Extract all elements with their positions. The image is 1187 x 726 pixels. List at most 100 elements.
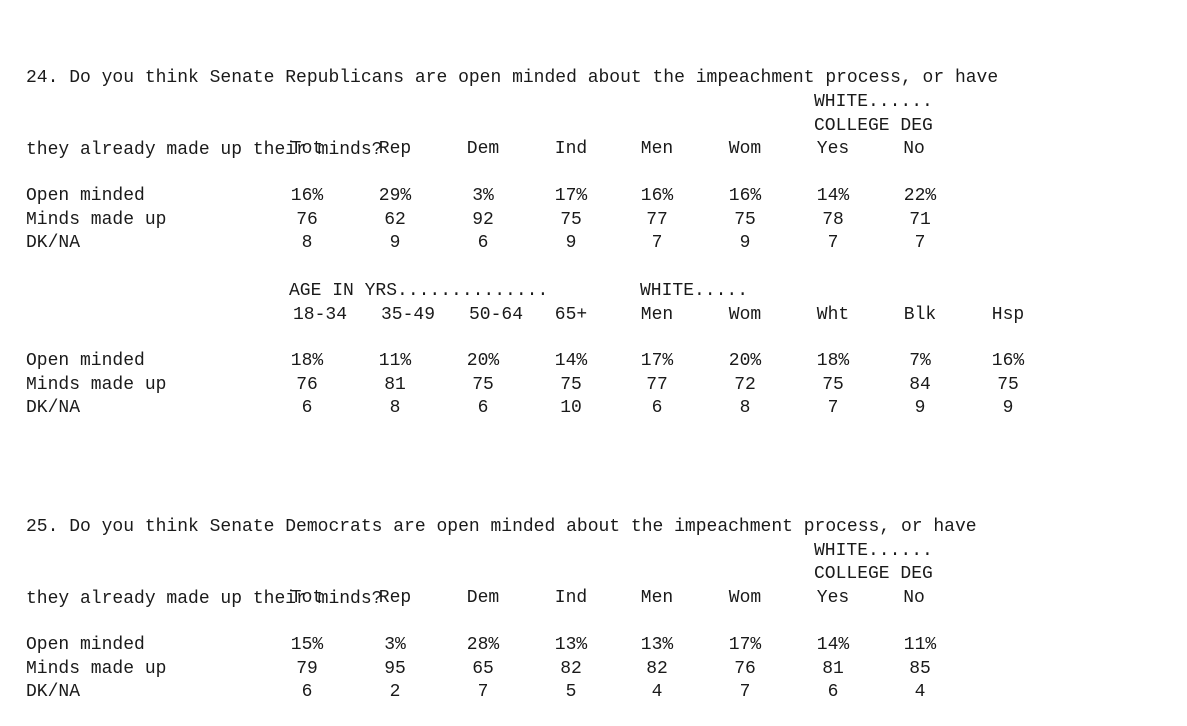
q24-s2-value-cell: 75: [472, 375, 494, 395]
q24-value-cell: 62: [384, 210, 406, 230]
q25-row-label: Minds made up: [26, 659, 167, 679]
question-25-line1: 25. Do you think Senate Democrats are op…: [26, 517, 977, 537]
q24-value-cell: 9: [389, 233, 401, 253]
q24-col-yes: Yes: [816, 139, 850, 159]
q24-col-no: No: [903, 139, 925, 159]
q24-s2-value-cell: 6: [651, 398, 663, 418]
q24-s2-value-cell: 8: [739, 398, 751, 418]
q24-white-header: WHITE......: [814, 92, 933, 112]
q24-s2-value-cell: 77: [646, 375, 668, 395]
q24-college-deg-header: COLLEGE DEG: [814, 116, 933, 136]
q24-col-65plus: 65+: [554, 305, 588, 325]
q25-value-cell: 7: [739, 682, 751, 702]
q24-value-cell: 16%: [290, 186, 324, 206]
q25-value-cell: 82: [646, 659, 668, 679]
q24-col-ind: Ind: [554, 139, 588, 159]
q25-value-cell: 76: [734, 659, 756, 679]
q24-value-cell: 3%: [472, 186, 494, 206]
q24-value-cell: 22%: [903, 186, 937, 206]
q24-value-cell: 71: [909, 210, 931, 230]
question-25: 25. Do you think Senate Democrats are op…: [26, 467, 977, 635]
q25-value-cell: 13%: [640, 635, 674, 655]
q24-s2-row-label: Minds made up: [26, 375, 167, 395]
question-24-line1: 24. Do you think Senate Republicans are …: [26, 68, 999, 88]
q25-value-cell: 5: [565, 682, 577, 702]
q25-col-men: Men: [640, 588, 674, 608]
q24-s2-value-cell: 9: [1002, 398, 1014, 418]
q24-value-cell: 7: [914, 233, 926, 253]
q24-col-tot: Tot: [290, 139, 324, 159]
q24-col-men: Men: [640, 139, 674, 159]
q25-col-dem: Dem: [466, 588, 500, 608]
q25-college-deg-header: COLLEGE DEG: [814, 564, 933, 584]
q24-s2-row-label: Open minded: [26, 351, 145, 371]
q24-s2-value-cell: 10: [560, 398, 582, 418]
q25-value-cell: 6: [301, 682, 313, 702]
q24-value-cell: 75: [734, 210, 756, 230]
q24-col-35-49: 35-49: [380, 305, 435, 325]
q25-value-cell: 13%: [554, 635, 588, 655]
q24-col-white-wom: Wom: [728, 305, 762, 325]
q24-col-hsp: Hsp: [991, 305, 1025, 325]
q25-value-cell: 95: [384, 659, 406, 679]
q24-s2-value-cell: 18%: [816, 351, 850, 371]
q25-value-cell: 15%: [290, 635, 324, 655]
q24-value-cell: 7: [651, 233, 663, 253]
q25-white-header: WHITE......: [814, 541, 933, 561]
q24-s2-value-cell: 75: [822, 375, 844, 395]
q24-s2-value-cell: 6: [301, 398, 313, 418]
q24-s2-value-cell: 72: [734, 375, 756, 395]
q24-value-cell: 77: [646, 210, 668, 230]
q25-col-no: No: [903, 588, 925, 608]
q24-s2-value-cell: 8: [389, 398, 401, 418]
q24-value-cell: 76: [296, 210, 318, 230]
q24-s2-value-cell: 14%: [554, 351, 588, 371]
question-24-line2: they already made up their minds?: [26, 140, 383, 160]
q25-row-label: DK/NA: [26, 682, 81, 702]
q24-col-wom: Wom: [728, 139, 762, 159]
q25-col-ind: Ind: [554, 588, 588, 608]
q24-col-blk: Blk: [903, 305, 937, 325]
q24-value-cell: 9: [565, 233, 577, 253]
q24-value-cell: 29%: [378, 186, 412, 206]
q25-value-cell: 28%: [466, 635, 500, 655]
q25-value-cell: 85: [909, 659, 931, 679]
q25-value-cell: 14%: [816, 635, 850, 655]
q24-value-cell: 17%: [554, 186, 588, 206]
q24-row-label: Open minded: [26, 186, 145, 206]
q25-col-rep: Rep: [378, 588, 412, 608]
q25-value-cell: 17%: [728, 635, 762, 655]
q24-col-50-64: 50-64: [468, 305, 523, 325]
q24-s2-value-cell: 20%: [728, 351, 762, 371]
q24-value-cell: 75: [560, 210, 582, 230]
question-24: 24. Do you think Senate Republicans are …: [26, 18, 998, 186]
q25-value-cell: 3%: [384, 635, 406, 655]
q25-value-cell: 81: [822, 659, 844, 679]
q25-col-tot: Tot: [290, 588, 324, 608]
q25-value-cell: 2: [389, 682, 401, 702]
q25-col-wom: Wom: [728, 588, 762, 608]
q24-s2-value-cell: 81: [384, 375, 406, 395]
q24-s2-value-cell: 17%: [640, 351, 674, 371]
q24-value-cell: 6: [477, 233, 489, 253]
q24-white-subheader: WHITE.....: [640, 281, 749, 301]
q24-s2-value-cell: 11%: [378, 351, 412, 371]
q24-value-cell: 16%: [640, 186, 674, 206]
q24-value-cell: 16%: [728, 186, 762, 206]
q24-s2-value-cell: 84: [909, 375, 931, 395]
q24-row-label: Minds made up: [26, 210, 167, 230]
q25-value-cell: 4: [914, 682, 926, 702]
q25-value-cell: 4: [651, 682, 663, 702]
q24-value-cell: 78: [822, 210, 844, 230]
q25-col-yes: Yes: [816, 588, 850, 608]
q24-s2-value-cell: 18%: [290, 351, 324, 371]
q24-col-18-34: 18-34: [292, 305, 347, 325]
q24-s2-value-cell: 75: [560, 375, 582, 395]
q24-s2-value-cell: 7%: [909, 351, 931, 371]
question-25-line2: they already made up their minds?: [26, 589, 383, 609]
q25-value-cell: 6: [827, 682, 839, 702]
q25-value-cell: 79: [296, 659, 318, 679]
q24-value-cell: 9: [739, 233, 751, 253]
q24-s2-value-cell: 75: [997, 375, 1019, 395]
q25-row-label: Open minded: [26, 635, 145, 655]
